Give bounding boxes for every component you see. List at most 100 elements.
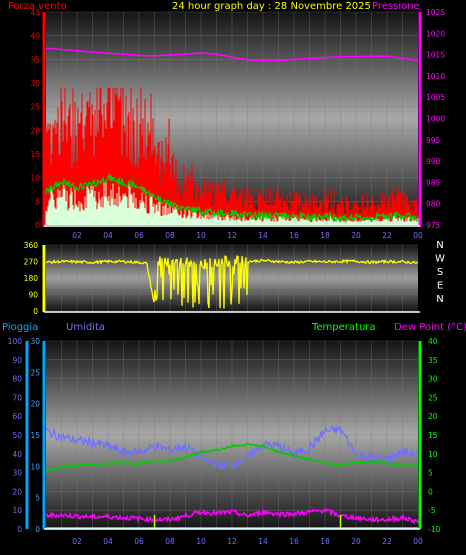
humidity-axis-tick: 30 xyxy=(12,469,22,478)
rain-label: Pioggia xyxy=(2,322,38,333)
x-tick-label-bottom: 14 xyxy=(258,537,268,546)
gust-series xyxy=(45,180,419,225)
rain-axis-tick: 15 xyxy=(30,431,40,440)
x-tick-label-top: 14 xyxy=(258,231,268,240)
wind-axis-tick: 0 xyxy=(35,221,40,230)
x-tick-label-top: 12 xyxy=(227,231,237,240)
temperature-axis-tick: -10 xyxy=(428,525,440,534)
x-tick-label-bottom: 10 xyxy=(196,537,206,546)
temperature-axis-tick: 20 xyxy=(428,412,438,421)
x-tick-label-bottom: 06 xyxy=(134,537,144,546)
wind-axis-tick: 15 xyxy=(30,150,40,159)
temperature-label: Temperatura xyxy=(311,322,376,333)
pressure-axis-tick: 980 xyxy=(426,200,441,209)
pressure-axis-tick: 985 xyxy=(426,178,441,187)
wind-axis-tick: 30 xyxy=(30,79,40,88)
direction-axis-tick: 360 xyxy=(24,241,39,250)
dewpoint-label: Dew Point (°C) xyxy=(394,322,466,333)
wind-axis-tick: 40 xyxy=(30,32,40,41)
x-tick-label-top: 06 xyxy=(134,231,144,240)
x-tick-label-bottom: 00 xyxy=(413,537,423,546)
pressure-axis-tick: 1015 xyxy=(426,51,445,60)
humidity-axis-tick: 70 xyxy=(12,393,22,402)
wind-axis-tick: 45 xyxy=(30,8,40,17)
direction-axis-tick: 0 xyxy=(33,307,38,316)
x-tick-label-bottom: 20 xyxy=(351,537,361,546)
humidity-axis-tick: 100 xyxy=(8,337,23,346)
x-tick-label-top: 10 xyxy=(196,231,206,240)
temperature-axis-tick: 25 xyxy=(428,393,438,402)
rain-axis-tick: 30 xyxy=(30,337,40,346)
direction-axis-tick: 270 xyxy=(24,258,39,267)
wind-label: Forza vento xyxy=(8,1,67,12)
humidity-axis-tick: 0 xyxy=(17,525,22,534)
x-tick-label-top: 02 xyxy=(72,231,82,240)
x-tick-label-top: 18 xyxy=(320,231,330,240)
x-tick-label-bottom: 16 xyxy=(289,537,299,546)
graph-title: 24 hour graph day : 28 Novembre 2025 xyxy=(172,1,371,12)
direction-line xyxy=(45,255,419,309)
pressure-line xyxy=(45,47,419,62)
pressure-axis-tick: 975 xyxy=(426,221,441,230)
pressure-axis-tick: 995 xyxy=(426,136,441,145)
humidity-label: Umidita xyxy=(66,322,105,333)
rain-axis-tick: 25 xyxy=(30,368,40,377)
wind-average-line xyxy=(45,172,419,224)
pressure-axis-tick: 990 xyxy=(426,157,441,166)
wind-axis-tick: 5 xyxy=(35,197,40,206)
humidity-line xyxy=(45,425,419,471)
pressure-axis-tick: 1020 xyxy=(426,29,445,38)
direction-axis-tick: 180 xyxy=(24,274,39,283)
compass-letter: S xyxy=(437,267,443,278)
x-tick-label-bottom: 18 xyxy=(320,537,330,546)
pressure-axis-tick: 1025 xyxy=(426,8,445,17)
humidity-axis-tick: 10 xyxy=(12,506,22,515)
rain-axis-tick: 0 xyxy=(35,525,40,534)
x-tick-label-top: 04 xyxy=(103,231,113,240)
axis-layer: 0510152025303540459759809859909951000100… xyxy=(8,8,446,546)
wind-axis-tick: 25 xyxy=(30,103,40,112)
compass-letter: N xyxy=(436,240,443,251)
pressure-axis-tick: 1005 xyxy=(426,93,445,102)
wind-axis-tick: 10 xyxy=(30,174,40,183)
compass-letter: E xyxy=(437,281,443,292)
x-tick-label-top: 08 xyxy=(165,231,175,240)
x-tick-label-bottom: 04 xyxy=(103,537,113,546)
series-layer xyxy=(45,47,419,529)
x-tick-label-bottom: 08 xyxy=(165,537,175,546)
temperature-axis-tick: 40 xyxy=(428,337,438,346)
temperature-axis-tick: 10 xyxy=(428,450,438,459)
x-tick-label-bottom: 02 xyxy=(72,537,82,546)
x-tick-label-top: 20 xyxy=(351,231,361,240)
rain-axis-tick: 5 xyxy=(35,494,40,503)
compass-letter: N xyxy=(436,294,443,305)
temperature-axis-tick: 30 xyxy=(428,375,438,384)
wind-axis-tick: 35 xyxy=(30,55,40,64)
temperature-axis-tick: 35 xyxy=(428,356,438,365)
temperature-line xyxy=(45,442,419,472)
rain-axis-tick: 20 xyxy=(30,400,40,409)
x-tick-label-top: 16 xyxy=(289,231,299,240)
compass-letter: W xyxy=(435,254,445,265)
humidity-axis-tick: 80 xyxy=(12,375,22,384)
temperature-axis-tick: -5 xyxy=(428,506,436,515)
pressure-axis-tick: 1000 xyxy=(426,115,445,124)
humidity-axis-tick: 20 xyxy=(12,487,22,496)
humidity-axis-tick: 40 xyxy=(12,450,22,459)
humidity-axis-tick: 50 xyxy=(12,431,22,440)
temperature-axis-tick: 0 xyxy=(428,487,433,496)
rain-axis-tick: 10 xyxy=(30,462,40,471)
pressure-label: Pressione xyxy=(372,1,420,12)
dewpoint-line xyxy=(45,507,419,525)
direction-axis-tick: 90 xyxy=(28,291,38,300)
x-tick-label-bottom: 12 xyxy=(227,537,237,546)
x-tick-label-bottom: 22 xyxy=(382,537,392,546)
humidity-axis-tick: 90 xyxy=(12,356,22,365)
temperature-axis-tick: 15 xyxy=(428,431,438,440)
wind-axis-tick: 20 xyxy=(30,126,40,135)
humidity-axis-tick: 60 xyxy=(12,412,22,421)
x-tick-label-top: 00 xyxy=(413,231,423,240)
pressure-axis-tick: 1010 xyxy=(426,72,445,81)
temperature-axis-tick: 5 xyxy=(428,469,433,478)
